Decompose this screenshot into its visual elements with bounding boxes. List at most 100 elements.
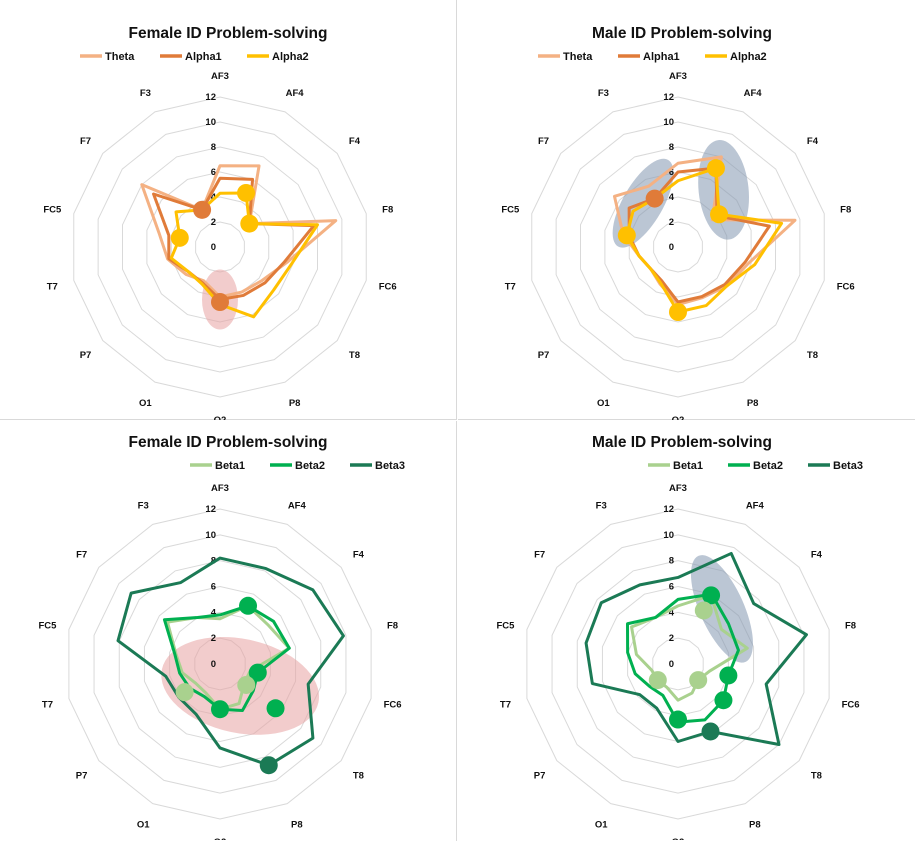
series-markers	[617, 159, 729, 321]
category-label-o2: O2	[214, 415, 227, 420]
marker-beta3-p8	[701, 722, 720, 741]
grid-ring	[122, 146, 318, 348]
category-label-fc6: FC6	[384, 699, 402, 710]
legend-entry-alpha1: Alpha1	[618, 51, 680, 63]
legend-label: Theta	[563, 51, 593, 63]
category-label-f3: F3	[598, 88, 609, 99]
legend-label: Alpha1	[643, 51, 680, 63]
radar-grid	[531, 96, 825, 398]
category-label-af3: AF3	[211, 483, 229, 494]
tick-label: 6	[211, 582, 216, 593]
legend-label: Alpha1	[185, 51, 222, 63]
category-label-t8: T8	[349, 350, 360, 361]
category-label-af4: AF4	[746, 501, 765, 512]
category-label-af3: AF3	[669, 71, 687, 82]
legend-entry-alpha2: Alpha2	[247, 51, 309, 63]
tick-label: 6	[669, 582, 674, 593]
category-label-f4: F4	[349, 136, 361, 147]
grid-ring	[195, 221, 245, 273]
tick-label: 8	[211, 142, 216, 153]
highlight-ellipse	[690, 555, 753, 663]
category-label-p7: P7	[534, 770, 546, 781]
legend: Beta1 Beta2 Beta3	[190, 460, 405, 472]
tick-label: 10	[663, 530, 674, 541]
series-markers	[648, 586, 738, 741]
legend-label: Beta2	[753, 460, 783, 472]
category-label-p7: P7	[538, 350, 550, 361]
category-label-fc6: FC6	[837, 281, 855, 292]
grid-ring	[93, 534, 347, 794]
category-label-t7: T7	[500, 699, 511, 710]
chart-title: Male ID Problem-solving	[592, 434, 772, 451]
legend-entry-alpha1: Alpha1	[160, 51, 222, 63]
category-label-f3: F3	[596, 501, 607, 512]
tick-label: 2	[669, 633, 674, 644]
category-label-af3: AF3	[669, 483, 687, 494]
category-label-af4: AF4	[288, 501, 307, 512]
category-label-f8: F8	[382, 205, 393, 216]
category-label-f4: F4	[353, 550, 365, 561]
marker-alpha1-o2	[211, 293, 229, 311]
plot-area: 024681012AF3AF4F4F8FC6T8P8O2O1P7T7FC5F7F…	[38, 483, 401, 840]
category-label-f4: F4	[811, 550, 823, 561]
marker-beta1-af4	[694, 601, 713, 620]
radar-grid	[526, 508, 830, 820]
tick-label: 2	[211, 633, 216, 644]
category-label-f7: F7	[534, 550, 545, 561]
legend-label: Alpha2	[730, 51, 767, 63]
series-line-beta1	[630, 593, 749, 702]
category-label-p7: P7	[80, 350, 92, 361]
chart-title: Male ID Problem-solving	[592, 25, 772, 42]
legend: Beta1 Beta2 Beta3	[648, 460, 863, 472]
category-label-fc5: FC5	[501, 205, 520, 216]
marker-beta1-p7	[648, 671, 667, 690]
legend-entry-beta2: Beta2	[728, 460, 783, 472]
legend-label: Beta1	[673, 460, 703, 472]
category-label-o1: O1	[139, 398, 152, 409]
radar-chart-male-theta-alpha: Male ID Problem-solving Theta Alpha1 Alpha…	[501, 25, 855, 420]
legend-entry-beta2: Beta2	[270, 460, 325, 472]
tick-label: 2	[211, 217, 216, 228]
legend-label: Beta3	[375, 460, 405, 472]
panel-male-beta: Male ID Problem-solving Beta1 Beta2 Beta3 …	[458, 421, 915, 841]
marker-beta2-fc6	[248, 663, 267, 682]
series-markers	[175, 596, 285, 775]
grid-ring	[555, 121, 801, 373]
category-label-o1: O1	[137, 819, 150, 830]
series-line-beta3	[116, 556, 345, 767]
category-labels: AF3 AF4 F4 F8 FC6 T8 P8 O2 O1 P7 T7 FC5 F7 F3	[38, 483, 401, 840]
grid-ring	[68, 508, 372, 820]
category-label-f3: F3	[140, 88, 151, 99]
marker-alpha2-af4	[706, 159, 725, 178]
legend-entry-theta: Theta	[80, 51, 135, 63]
marker-beta2-fc6	[719, 666, 738, 685]
plot-area: 024681012AF3AF4F4F8FC6T8P8O2O1P7T7FC5F7F…	[496, 483, 859, 840]
legend: Theta Alpha1 Alpha2	[80, 51, 309, 63]
marker-alpha2-fc5	[617, 226, 636, 245]
legend: Theta Alpha1 Alpha2	[538, 51, 767, 63]
category-label-t7: T7	[47, 281, 58, 292]
category-label-fc6: FC6	[379, 281, 397, 292]
tick-label: 8	[669, 556, 674, 567]
grid-ring	[580, 146, 776, 348]
category-label-f7: F7	[76, 550, 87, 561]
legend-entry-beta3: Beta3	[350, 460, 405, 472]
category-label-p8: P8	[747, 398, 759, 409]
marker-alpha2-f4	[240, 214, 259, 233]
category-label-p8: P8	[749, 819, 761, 830]
grid-ring	[526, 508, 830, 820]
category-label-fc6: FC6	[842, 699, 860, 710]
category-label-af4: AF4	[744, 88, 763, 99]
tick-label: 12	[663, 504, 674, 515]
tick-label: 12	[205, 92, 216, 103]
grid-ring	[576, 560, 780, 768]
category-label-t7: T7	[505, 281, 516, 292]
marker-alpha1-f3	[193, 200, 212, 219]
tick-label: 0	[211, 659, 216, 670]
radar-chart-female-beta: Female ID Problem-solving Beta1 Beta2 Beta…	[38, 434, 405, 840]
tick-label: 6	[669, 167, 674, 178]
category-label-f7: F7	[80, 136, 91, 147]
